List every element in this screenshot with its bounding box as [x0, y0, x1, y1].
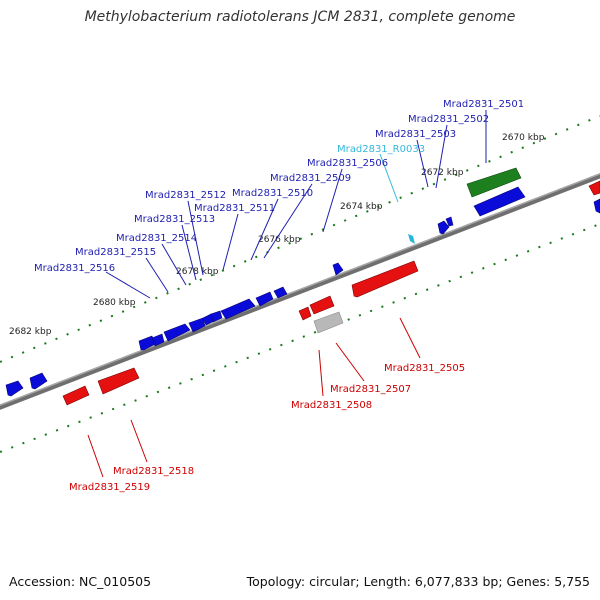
leader-line-2519 — [87, 434, 104, 478]
gene-r0033[interactable] — [408, 234, 415, 244]
label-mrad2831-2519[interactable]: Mrad2831_2519 — [69, 482, 150, 493]
genome-backbone — [0, 173, 600, 410]
gene-2514[interactable] — [163, 323, 191, 342]
gene-left-a[interactable] — [5, 380, 24, 397]
scale-label-2676: 2676 kbp — [258, 235, 301, 245]
gene-2507[interactable] — [309, 295, 335, 315]
leader-line-2514 — [161, 243, 187, 286]
gene-2502[interactable] — [445, 216, 454, 227]
leader-line-2509 — [263, 183, 313, 259]
label-mrad2831-2502[interactable]: Mrad2831_2502 — [408, 114, 489, 125]
leader-line-2510 — [250, 198, 279, 261]
leader-line-2505 — [399, 317, 421, 359]
leader-line-2507 — [335, 342, 365, 382]
label-mrad2831-2505[interactable]: Mrad2831_2505 — [384, 363, 465, 374]
scale-label-2672: 2672 kbp — [421, 168, 464, 178]
gene-2510[interactable] — [255, 291, 274, 307]
genome-summary-text: Topology: circular; Length: 6,077,833 bp… — [246, 574, 590, 589]
scale-label-2680: 2680 kbp — [93, 298, 136, 308]
leader-line-2508 — [318, 349, 324, 397]
gene-left-b[interactable] — [29, 372, 48, 390]
gene-2511[interactable] — [220, 298, 256, 320]
leader-line-2503 — [416, 139, 429, 188]
label-mrad2831-2518[interactable]: Mrad2831_2518 — [113, 466, 194, 477]
leader-line-2513 — [181, 224, 197, 281]
gene-2518[interactable] — [97, 367, 140, 395]
gene-right-red[interactable] — [588, 180, 600, 196]
reverse-genes — [62, 180, 600, 406]
gene-2508[interactable] — [298, 306, 312, 321]
gene-2505[interactable] — [351, 260, 419, 298]
label-mrad2831-r0033[interactable]: Mrad2831_R0033 — [337, 144, 425, 155]
label-mrad2831-2509[interactable]: Mrad2831_2509 — [270, 173, 351, 184]
label-mrad2831-2508[interactable]: Mrad2831_2508 — [291, 400, 372, 411]
scale-label-2678: 2678 kbp — [176, 267, 219, 277]
leader-line-2511 — [222, 213, 239, 271]
gene-right-edge[interactable] — [593, 198, 600, 214]
label-mrad2831-2513[interactable]: Mrad2831_2513 — [134, 214, 215, 225]
label-mrad2831-2511[interactable]: Mrad2831_2511 — [194, 203, 275, 214]
leader-line-2518 — [130, 419, 148, 463]
label-mrad2831-2503[interactable]: Mrad2831_2503 — [375, 129, 456, 140]
leader-line-2502 — [435, 124, 448, 189]
gene-2516[interactable] — [138, 335, 156, 351]
label-mrad2831-2516[interactable]: Mrad2831_2516 — [34, 263, 115, 274]
leader-line-r0033 — [379, 153, 399, 203]
gene-2513[interactable] — [188, 317, 206, 333]
label-mrad2831-2506[interactable]: Mrad2831_2506 — [307, 158, 388, 169]
scale-label-2670: 2670 kbp — [502, 133, 545, 143]
leader-line-2516 — [105, 271, 151, 299]
gene-2503[interactable] — [437, 220, 450, 235]
gene-2515[interactable] — [151, 333, 165, 347]
leader-line-2506 — [322, 168, 343, 233]
label-mrad2831-2501[interactable]: Mrad2831_2501 — [443, 99, 524, 110]
label-mrad2831-2510[interactable]: Mrad2831_2510 — [232, 188, 313, 199]
label-mrad2831-2514[interactable]: Mrad2831_2514 — [116, 233, 197, 244]
gene-2519[interactable] — [62, 385, 90, 406]
gene-2501[interactable] — [473, 186, 526, 217]
upper-tick-track — [0, 115, 600, 363]
scale-label-2682: 2682 kbp — [9, 327, 52, 337]
label-mrad2831-2515[interactable]: Mrad2831_2515 — [75, 247, 156, 258]
leader-line-2512 — [187, 200, 204, 276]
label-mrad2831-2507[interactable]: Mrad2831_2507 — [330, 384, 411, 395]
grey-feature[interactable] — [313, 311, 344, 334]
label-mrad2831-2512[interactable]: Mrad2831_2512 — [145, 190, 226, 201]
accession-text: Accession: NC_010505 — [9, 574, 152, 589]
forward-genes — [5, 186, 600, 397]
gene-2506[interactable] — [332, 262, 344, 276]
green-feature[interactable] — [466, 167, 522, 198]
gene-2511-a[interactable] — [210, 310, 223, 323]
scale-label-2674: 2674 kbp — [340, 202, 383, 212]
page-title: Methylobacterium radiotolerans JCM 2831,… — [84, 9, 516, 25]
lower-tick-track — [0, 223, 600, 453]
gene-2509[interactable] — [273, 286, 288, 299]
leader-line-2515 — [145, 257, 169, 293]
